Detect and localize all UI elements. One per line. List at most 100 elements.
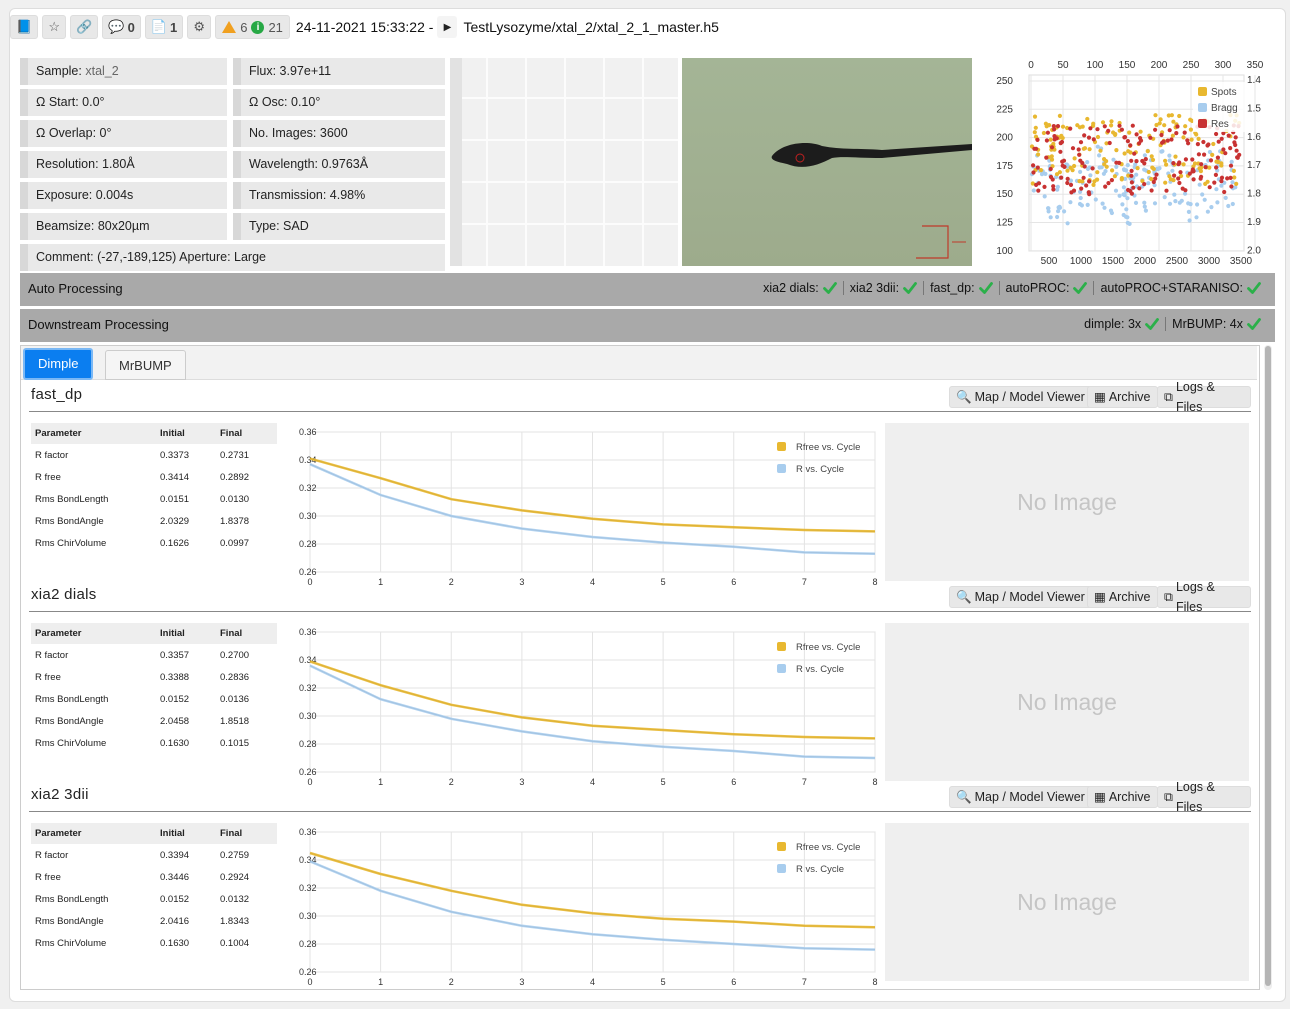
dc-point	[1052, 137, 1057, 142]
dc-point	[1051, 184, 1056, 189]
expand-arrow-icon[interactable]: ▶	[437, 16, 458, 38]
table-row: Rms BondLength 0.0151 0.0130	[31, 488, 277, 510]
dc-point	[1202, 197, 1207, 202]
y-tick-label: 0.28	[299, 739, 317, 749]
logs-files-button[interactable]: ⧉ Logs & Files	[1157, 780, 1251, 814]
auto-processing-item[interactable]: autoPROC:	[998, 281, 1094, 295]
y-tick-label: 0.32	[299, 683, 317, 693]
downstream-processing-bar[interactable]: Downstream Processing dimple: 3x MrBUMP: …	[20, 309, 1275, 342]
dc-point	[1172, 173, 1177, 178]
auto-processing-item-label: autoPROC:	[1005, 281, 1070, 295]
map-model-viewer-button[interactable]: 🔍 Map / Model Viewer	[949, 586, 1092, 608]
dc-point	[1194, 215, 1199, 220]
cell-final: 0.0136	[220, 693, 250, 705]
legend-swatch	[777, 464, 786, 473]
dc-point	[1146, 181, 1151, 186]
dc-point	[1140, 178, 1145, 184]
dc-point	[1172, 192, 1177, 197]
archive-button-label: Archive	[1108, 590, 1151, 604]
dc-point	[1030, 181, 1035, 186]
dc-point	[1219, 136, 1224, 141]
tab-mrbump[interactable]: MrBUMP	[105, 350, 186, 380]
dc-point	[1128, 143, 1133, 148]
chart-svg: 0 1 2 3 4 5 6 7 8 0.36 0.34 0.32 0.30 0.28 0.26 Rfree v…	[299, 627, 878, 787]
logs-files-button[interactable]: ⧉ Logs & Files	[1157, 380, 1251, 414]
section-divider	[29, 811, 1251, 812]
auto-processing-item[interactable]: xia2 dials:	[757, 281, 843, 295]
dc-point	[1164, 188, 1169, 193]
logs-files-button[interactable]: ⧉ Logs & Files	[1157, 580, 1251, 614]
dc-point	[1179, 198, 1184, 203]
downstream-item-label: MrBUMP: 4x	[1172, 317, 1243, 331]
dc-point	[1119, 177, 1124, 182]
dc-top-tick: 300	[1215, 60, 1232, 71]
comments-button[interactable]: 💬 0	[102, 15, 141, 39]
cell-final: 0.2836	[220, 671, 250, 683]
messages-button[interactable]: 6 i 21	[215, 15, 290, 39]
table-row: R free 0.3446 0.2924	[31, 866, 277, 888]
dc-point	[1049, 145, 1055, 150]
favourite-button[interactable]: ☆	[42, 15, 67, 39]
dc-point	[1122, 135, 1127, 140]
auto-processing-bar[interactable]: Auto Processing xia2 dials: xia2 3dii: fas…	[20, 273, 1275, 306]
check-icon	[822, 282, 837, 294]
settings-button[interactable]: ⚙	[187, 15, 212, 39]
gear-icon: ⚙	[193, 19, 206, 34]
dc-point	[1095, 144, 1100, 149]
dc-point	[1142, 204, 1147, 209]
downstream-item[interactable]: MrBUMP: 4x	[1165, 317, 1267, 331]
map-model-viewer-button[interactable]: 🔍 Map / Model Viewer	[949, 786, 1092, 808]
crystal-snapshot[interactable]	[682, 58, 972, 266]
auto-processing-item[interactable]: autoPROC+STARANISO:	[1093, 281, 1267, 295]
dc-point	[1084, 183, 1089, 188]
copy-icon: ⧉	[1164, 390, 1173, 404]
dc-point	[1158, 117, 1163, 122]
dc-point	[1087, 179, 1092, 184]
diffraction-image[interactable]	[450, 58, 678, 266]
dc-point	[1098, 148, 1103, 153]
dc-point	[1153, 176, 1158, 181]
archive-button[interactable]: ▦ Archive	[1087, 786, 1158, 808]
auto-processing-item[interactable]: xia2 3dii:	[842, 281, 923, 295]
dc-point	[1205, 179, 1210, 184]
downstream-item[interactable]: dimple: 3x	[1078, 317, 1165, 331]
legend-label: R vs. Cycle	[796, 464, 844, 475]
archive-button[interactable]: ▦ Archive	[1087, 386, 1158, 408]
dc-point	[1183, 157, 1188, 162]
dc-point	[1177, 113, 1182, 119]
attachments-button[interactable]: 📄 1	[144, 15, 184, 39]
dc-left-tick: 200	[996, 133, 1013, 144]
dc-point	[1216, 139, 1221, 144]
cell-final: 0.0132	[220, 893, 250, 905]
warning-icon	[222, 21, 237, 33]
table-header: Parameter Initial Final	[31, 423, 277, 444]
auto-processing-item[interactable]: fast_dp:	[923, 281, 998, 295]
map-model-viewer-button[interactable]: 🔍 Map / Model Viewer	[949, 386, 1092, 408]
permalink-button[interactable]: 🔗	[70, 15, 99, 39]
auto-processing-item-label: autoPROC+STARANISO:	[1100, 281, 1243, 295]
tab-dimple[interactable]: Dimple	[23, 348, 94, 380]
dc-plot-svg: 0 50 100 150 200 250 300 350 500 1000 1500 2000 2500…	[996, 60, 1263, 267]
archive-button-label: Archive	[1108, 790, 1151, 804]
dc-point	[1186, 201, 1191, 206]
book-icon-button[interactable]: 📘	[10, 15, 39, 39]
dc-point	[1058, 149, 1063, 154]
x-tick-label: 3	[519, 777, 524, 787]
cell-initial: 0.1630	[160, 737, 190, 749]
dc-point	[1183, 124, 1188, 129]
dc-point	[1134, 172, 1139, 177]
dc-point	[1042, 184, 1047, 189]
dc-point	[1181, 135, 1186, 140]
legend-label: Rfree vs. Cycle	[796, 842, 860, 853]
dc-point	[1109, 119, 1114, 124]
scrollbar-thumb[interactable]	[1265, 346, 1271, 986]
dc-point	[1154, 172, 1159, 177]
dc-point	[1062, 209, 1067, 214]
dc-point	[1145, 149, 1150, 154]
dc-point	[1132, 151, 1137, 156]
dc-point	[1104, 159, 1109, 164]
y-tick-label: 0.36	[299, 827, 317, 837]
archive-button[interactable]: ▦ Archive	[1087, 586, 1158, 608]
sample-link[interactable]: xtal_2	[85, 64, 119, 78]
dc-point	[1106, 128, 1111, 133]
